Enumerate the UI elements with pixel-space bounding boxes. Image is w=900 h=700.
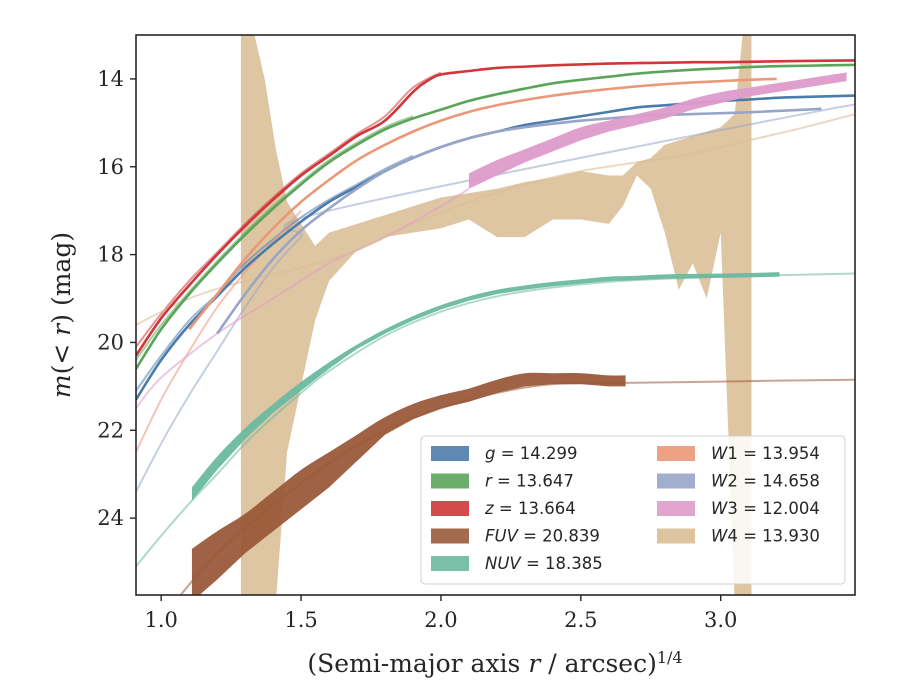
series-g-extrapolated-line [136,154,414,392]
y-tick-label: 22 [97,418,124,442]
y-tick-label: 24 [97,506,124,530]
legend-swatch-nuv [431,556,469,571]
legend-swatch-r [431,473,469,489]
series-w3-band [468,72,847,189]
series-r-line [136,63,855,370]
y-tick-label: 16 [97,155,124,179]
x-tick-label: 2.5 [564,608,597,632]
y-axis-title: m(< r) (mag) [47,232,76,398]
legend-box [420,435,846,585]
legend-label-w1: W1 = 13.954 [711,444,820,463]
legend-swatch-fuv [431,528,469,544]
legend-label-fuv: FUV = 20.839 [485,527,600,546]
series-w2-extrapolated-line [136,103,855,493]
legend-swatch-g [431,446,469,461]
legend-label-z: z = 13.664 [484,499,576,518]
series-nuv-extrapolated-line [136,272,855,568]
legend-label-w4: W4 = 13.930 [711,527,820,546]
legend-label-nuv: NUV = 18.385 [485,554,603,573]
series-z-line [136,59,855,357]
y-tick-label: 20 [97,330,124,354]
series-z-extrapolated-line [136,71,442,348]
legend-swatch-w2 [657,473,695,489]
legend-label-r: r = 13.647 [485,472,574,491]
series-w1-extrapolated-line [136,210,302,453]
x-tick-label: 1.5 [284,608,317,632]
plot-frame [135,34,856,596]
series-w4-band [240,35,752,595]
y-tick-label: 14 [97,67,124,91]
x-tick-label: 3.0 [704,608,737,632]
x-tick-label: 1.0 [144,608,177,632]
series-fuv-extrapolated-line [179,378,855,595]
series-w1-line [188,77,777,331]
legend-swatch-w4 [657,528,695,544]
series-w3-extrapolated-line [136,187,470,409]
legend-swatch-z [431,501,469,516]
x-tick-label: 2.0 [424,608,457,632]
series-w2-line [216,107,822,335]
x-axis-title: (Semi-major axis r / arcsec)1/4 [307,648,682,679]
legend-swatch-w1 [657,446,695,461]
legend-swatch-w3 [657,501,695,516]
series-fuv-band [191,372,626,595]
legend-label-g: g = 14.299 [485,444,578,463]
y-tick-label: 18 [97,243,124,267]
legend-label-w3: W3 = 12.004 [711,499,820,518]
series-w4-extrapolated-line [136,113,855,326]
legend-label-w2: W2 = 14.658 [711,472,820,491]
